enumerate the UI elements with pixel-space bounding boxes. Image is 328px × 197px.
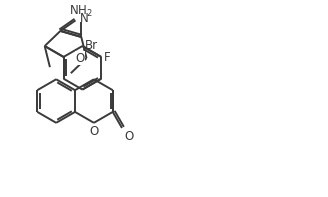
Text: F: F <box>104 51 111 64</box>
Text: O: O <box>124 130 133 143</box>
Text: O: O <box>75 52 85 65</box>
Text: O: O <box>89 125 98 138</box>
Text: NH$_2$: NH$_2$ <box>70 4 93 19</box>
Text: N: N <box>79 12 88 25</box>
Text: Br: Br <box>85 39 98 52</box>
